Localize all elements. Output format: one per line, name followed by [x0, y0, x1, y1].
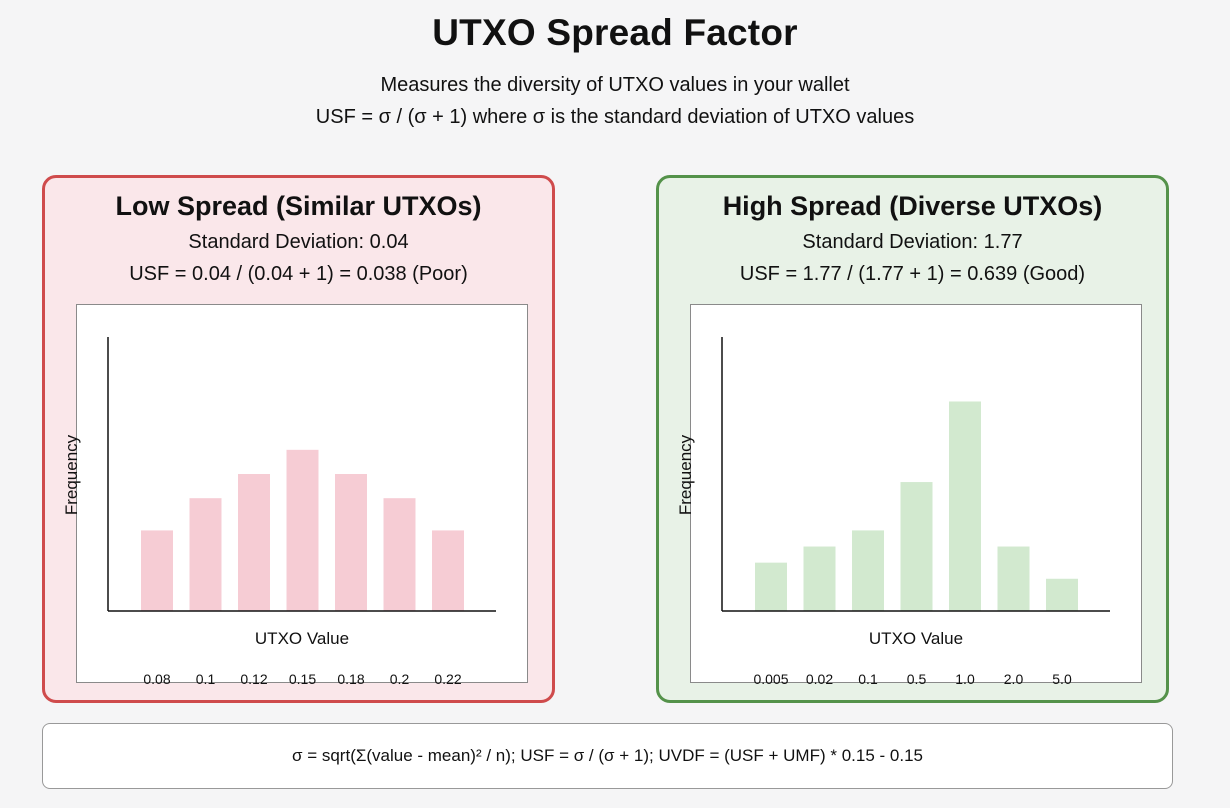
y-axis-label: Frequency: [676, 434, 695, 515]
description: Measures the diversity of UTXO values in…: [380, 74, 850, 96]
high-spread-panel: High Spread (Diverse UTXOs) Standard Dev…: [656, 175, 1169, 703]
tick-label-5.0: 5.0: [1052, 671, 1072, 687]
bar-0.2: [383, 498, 416, 611]
bar-0.1: [852, 530, 884, 611]
formula-text: σ = sqrt(Σ(value - mean)² / n); USF = σ …: [291, 746, 923, 765]
tick-label-0.08: 0.08: [143, 671, 170, 687]
low-spread-panel: Low Spread (Similar UTXOs) Standard Devi…: [42, 175, 555, 703]
tick-label-0.12: 0.12: [240, 671, 267, 687]
bar-0.15: [286, 449, 319, 611]
high-usf-value: USF = 1.77 / (1.77 + 1) = 0.639 (Good): [739, 263, 1086, 285]
tick-label-2.0: 2.0: [1004, 671, 1024, 687]
tick-label-0.1: 0.1: [196, 671, 216, 687]
high-std-dev: Standard Deviation: 1.77: [802, 231, 1023, 253]
low-usf-value: USF = 0.04 / (0.04 + 1) = 0.038 (Poor): [129, 263, 468, 285]
tick-label-0.5: 0.5: [907, 671, 927, 687]
page-title: UTXO Spread Factor: [432, 12, 798, 53]
bar-0.08: [141, 530, 173, 611]
low-spread-title: Low Spread (Similar UTXOs): [115, 191, 482, 221]
bar-0.18: [335, 474, 367, 611]
low-spread-histogram: UTXO Value Frequency 0.08 0.1 0.12 0.15 0.18 0.…: [62, 337, 496, 687]
tick-label-1.0: 1.0: [955, 671, 975, 687]
low-spread-chart: UTXO Value Frequency 0.08 0.1 0.12 0.15 0.18 0.…: [62, 304, 528, 687]
tick-label-0.2: 0.2: [390, 671, 410, 687]
formula-box: σ = sqrt(Σ(value - mean)² / n); USF = σ …: [42, 723, 1173, 789]
tick-label-0.02: 0.02: [806, 671, 833, 687]
low-std-dev: Standard Deviation: 0.04: [188, 231, 409, 253]
usf-definition: USF = σ / (σ + 1) where σ is the standar…: [315, 106, 915, 128]
tick-label-0.005: 0.005: [753, 671, 788, 687]
y-axis-label: Frequency: [62, 434, 81, 515]
bar-1.0: [949, 401, 981, 611]
tick-label-0.22: 0.22: [434, 671, 461, 687]
tick-label-0.15: 0.15: [289, 671, 316, 687]
bar-0.02: [803, 546, 836, 611]
bar-5.0: [1046, 578, 1078, 611]
high-spread-title: High Spread (Diverse UTXOs): [722, 191, 1103, 221]
bar-0.12: [238, 474, 270, 611]
tick-label-0.18: 0.18: [337, 671, 364, 687]
x-axis-label: UTXO Value: [255, 629, 349, 648]
bar-0.22: [432, 530, 464, 611]
bar-0.005: [755, 562, 787, 611]
high-spread-histogram: UTXO Value Frequency 0.005 0.02 0.1 0.5 1.0 2.0…: [676, 337, 1110, 687]
tick-label-0.1: 0.1: [858, 671, 878, 687]
bar-2.0: [997, 546, 1030, 611]
bar-0.5: [900, 482, 933, 611]
x-axis-label: UTXO Value: [869, 629, 963, 648]
bar-0.1: [189, 498, 222, 611]
high-spread-chart: UTXO Value Frequency 0.005 0.02 0.1 0.5 1.0 2.0…: [676, 304, 1142, 687]
